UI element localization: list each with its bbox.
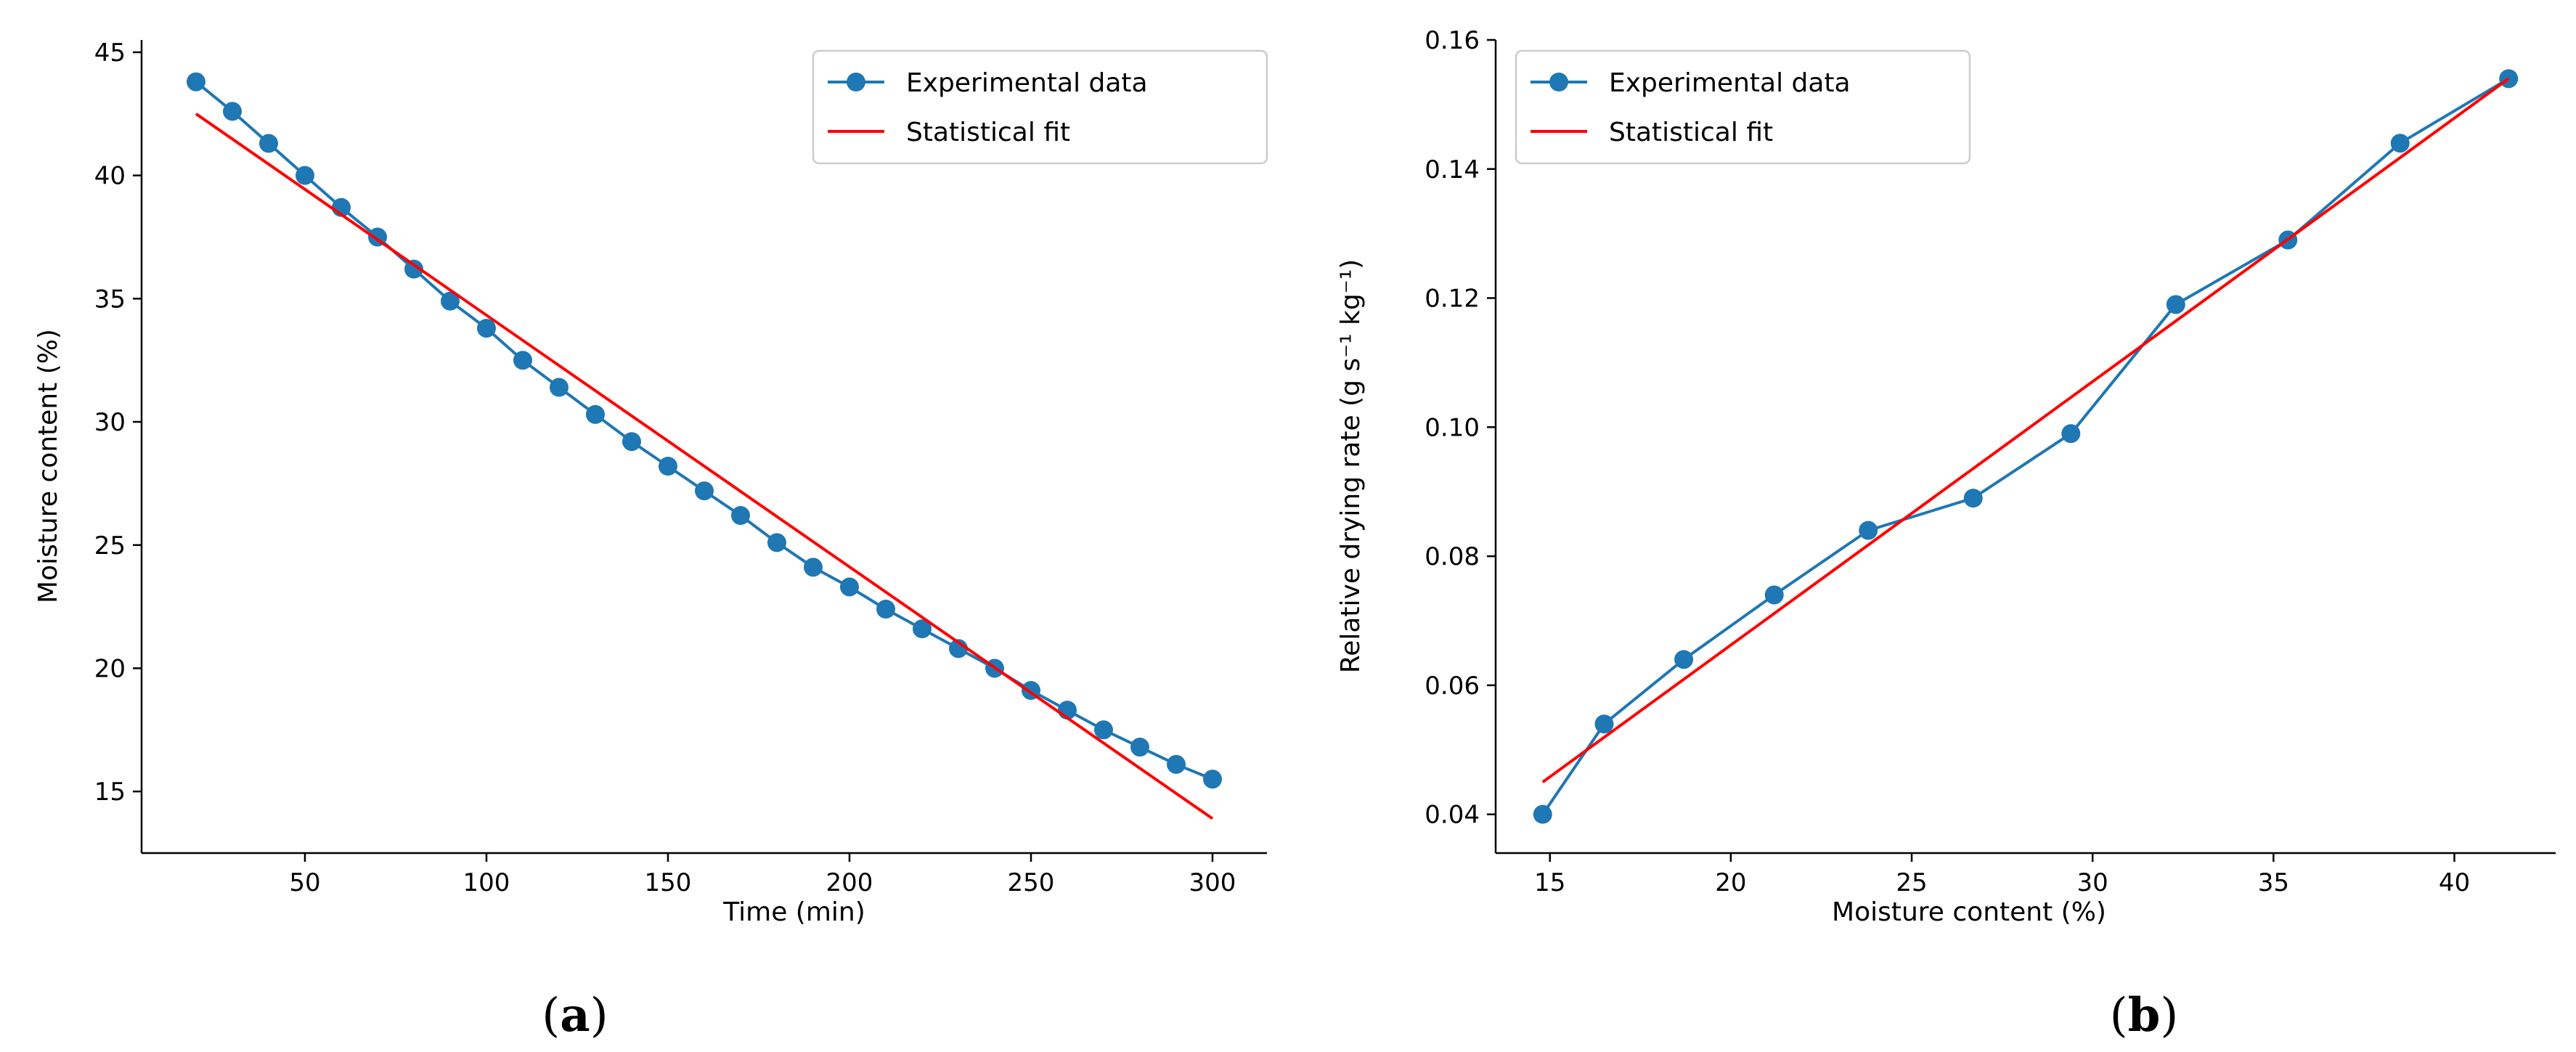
- panel-a-y-tick-label: 15: [94, 778, 126, 807]
- panel-b-label: (b): [2110, 988, 2179, 1043]
- panel-b-y-tick-label: 0.14: [1424, 155, 1480, 184]
- panel-b-label-close: ): [2160, 989, 2178, 1043]
- panel-a-data-point: [1203, 770, 1222, 789]
- panel-a-data-point: [1130, 738, 1149, 757]
- panel-b-y-tick-label: 0.10: [1424, 413, 1480, 442]
- panel-a-data-point: [513, 351, 532, 370]
- panel-b-data-point: [1859, 521, 1878, 540]
- panel-a-series-fit-line: [195, 113, 1214, 820]
- chart-panel-a: 50 100 150 200 250 300 15 20 25 30 35 40 45 Time (mi…: [33, 38, 1268, 1043]
- panel-a-data-point: [404, 259, 423, 279]
- panel-a-legend: Experimental data Statistical fit: [812, 49, 1268, 165]
- panel-a-label-letter: a: [560, 988, 590, 1043]
- panel-b-data-point: [1963, 489, 1983, 508]
- panel-b-y-tick-label: 0.16: [1424, 26, 1480, 55]
- panel-a-legend-box: [812, 49, 1268, 165]
- panel-a-data-point: [295, 166, 314, 185]
- panel-a-x-tick-label: 50: [289, 868, 320, 897]
- panel-b-y-tick-label: 0.06: [1424, 672, 1480, 701]
- panel-b-y-tick-label: 0.08: [1424, 542, 1480, 571]
- panel-b-legend: Experimental data Statistical fit: [1515, 49, 1971, 165]
- panel-a-y-tick-label: 45: [94, 38, 126, 68]
- panel-b-data-point: [2061, 424, 2081, 444]
- panel-a-x-tick-label: 300: [1189, 868, 1236, 897]
- panel-a-x-tick-label: 150: [645, 868, 692, 897]
- panel-a-data-point: [550, 378, 568, 397]
- panel-b-data-point: [1674, 650, 1694, 669]
- panel-a-x-tick-label: 100: [463, 868, 510, 897]
- panel-a-data-point: [695, 481, 714, 501]
- panel-a-legend-marker: [847, 73, 865, 91]
- panel-b-data-point: [1764, 585, 1784, 605]
- panel-a-data-point: [586, 404, 605, 424]
- panel-b-data-point: [2166, 295, 2185, 314]
- panel-a-y-tick-label: 20: [94, 654, 126, 683]
- panel-a-data-point: [731, 506, 750, 526]
- panel-b-axes: [1494, 40, 2556, 855]
- panel-a-ticks: 50 100 150 200 250 300 15 20 25 30 35 40 45: [94, 38, 1236, 897]
- panel-b-legend-label: Statistical fit: [1609, 118, 1773, 147]
- panel-b-label-letter: b: [2128, 988, 2161, 1043]
- panel-b-legend-marker: [1549, 73, 1568, 91]
- panel-a-data-point: [840, 577, 859, 597]
- panel-a-data-point: [949, 639, 968, 658]
- panel-a-data-point: [767, 533, 786, 552]
- panel-a-label-close: ): [590, 989, 608, 1043]
- panel-b-label-open: (: [2110, 989, 2128, 1043]
- panel-b-data-point: [1533, 804, 1552, 824]
- panel-b-data-point: [1594, 714, 1614, 734]
- panel-a-marks: [187, 72, 1222, 820]
- panel-b-x-tick-label: 35: [2258, 868, 2289, 897]
- panel-a-x-tick-label: 200: [826, 868, 873, 897]
- panel-b-y-axis-title: Relative drying rate (g s⁻¹ kg⁻¹): [1336, 259, 1366, 673]
- panel-a-x-axis-title: Time (min): [722, 897, 865, 927]
- panel-a-data-point: [187, 72, 205, 91]
- panel-a-data-point: [804, 558, 823, 577]
- panel-a-data-point: [1167, 754, 1186, 774]
- panel-b-x-tick-label: 25: [1896, 868, 1927, 897]
- panel-a-legend-label: Experimental data: [906, 68, 1148, 98]
- panel-b-data-point: [2390, 134, 2410, 153]
- panel-a-data-point: [223, 102, 242, 121]
- panel-a-y-tick-label: 35: [94, 285, 126, 314]
- panel-b-series-fit-line: [1541, 77, 2510, 783]
- panel-b-ticks: 15 20 25 30 35 40 0.04 0.06 0.08 0.10 0.12 0.14 0.16: [1424, 26, 2470, 897]
- panel-b-legend-box: [1515, 49, 1971, 165]
- panel-a-label-open: (: [542, 989, 560, 1043]
- panel-a-label: (a): [542, 988, 608, 1043]
- panel-b-y-tick-label: 0.12: [1424, 285, 1480, 314]
- panel-b-x-tick-label: 20: [1715, 868, 1746, 897]
- panel-a-legend-label: Statistical fit: [906, 118, 1070, 147]
- panel-b-x-tick-label: 30: [2077, 868, 2108, 897]
- panel-a-data-point: [1094, 720, 1113, 740]
- panel-a-data-point: [441, 291, 460, 311]
- panel-a-data-point: [659, 457, 677, 476]
- panel-a-y-tick-label: 30: [94, 408, 126, 437]
- panel-b-x-tick-label: 40: [2439, 868, 2470, 897]
- panel-a-y-tick-label: 25: [94, 531, 126, 560]
- panel-b-x-axis-title: Moisture content (%): [1832, 897, 2106, 927]
- chart-panel-b: 15 20 25 30 35 40 0.04 0.06 0.08 0.10 0.12 0.14 0.16…: [1336, 26, 2556, 1043]
- panel-a-y-axis-title: Moisture content (%): [33, 329, 63, 603]
- panel-b-y-tick-label: 0.04: [1424, 801, 1480, 830]
- panel-a-data-point: [913, 619, 932, 639]
- panel-a-data-point: [622, 432, 641, 452]
- panel-b-x-tick-label: 15: [1534, 868, 1565, 897]
- panel-b-legend-label: Experimental data: [1609, 68, 1851, 98]
- panel-b-marks: [1533, 69, 2519, 824]
- panel-a-data-point: [477, 319, 496, 338]
- panel-a-data-point: [259, 134, 278, 153]
- panel-a-y-tick-label: 40: [94, 162, 126, 191]
- panel-a-x-tick-label: 250: [1008, 868, 1055, 897]
- panel-a-data-point: [876, 600, 895, 619]
